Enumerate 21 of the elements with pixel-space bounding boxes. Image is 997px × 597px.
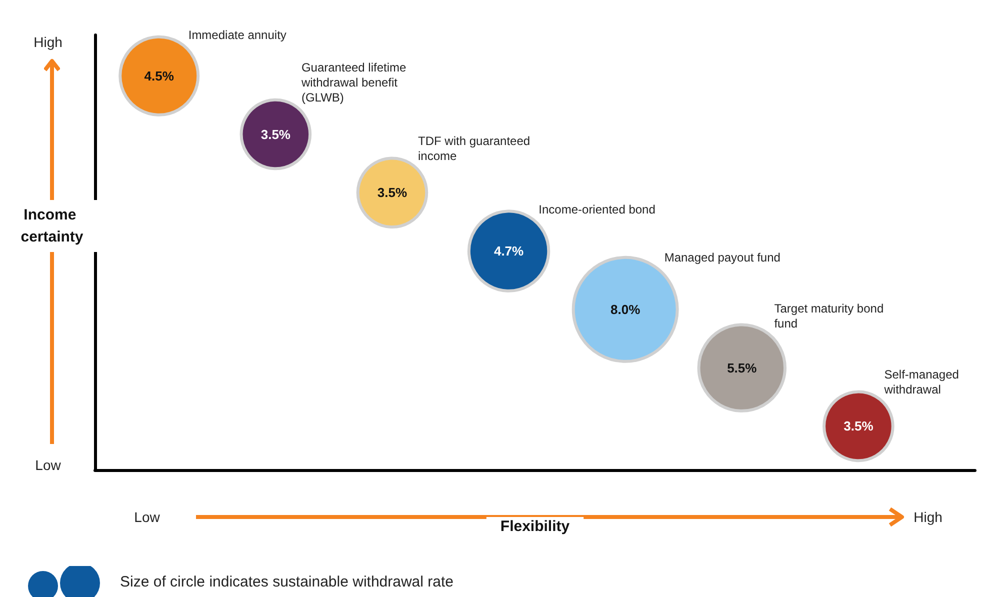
text: Flexibility [500,518,570,535]
text: Low [35,457,62,473]
category-label: Managed payout fund [664,250,780,265]
data-label: 5.5% [727,360,758,376]
category-label: TDF with guaranteed income [418,134,534,163]
data-label: 8.0% [610,302,641,317]
data-label: 3.5% [260,126,291,142]
data-label: 3.5% [377,185,408,200]
data-label: 4.7% [494,244,524,259]
data-label: 4.5% [144,68,174,84]
text: Income certainty [20,206,84,246]
text: High [914,509,942,525]
category-label: Self-managed withdrawal [883,367,962,396]
text: High [34,34,62,50]
category-label: Target maturity bond fund [774,302,887,331]
category-label: Income-oriented bond [538,202,656,217]
category-label: Immediate annuity [188,28,286,42]
data-label: 3.5% [844,418,874,434]
category-label: Guaranteed lifetime withdrawal benefit (GLWB) [300,60,410,105]
text: Low [134,509,161,525]
text: Size of circle indicates sustainable withdrawal rate [120,574,454,590]
